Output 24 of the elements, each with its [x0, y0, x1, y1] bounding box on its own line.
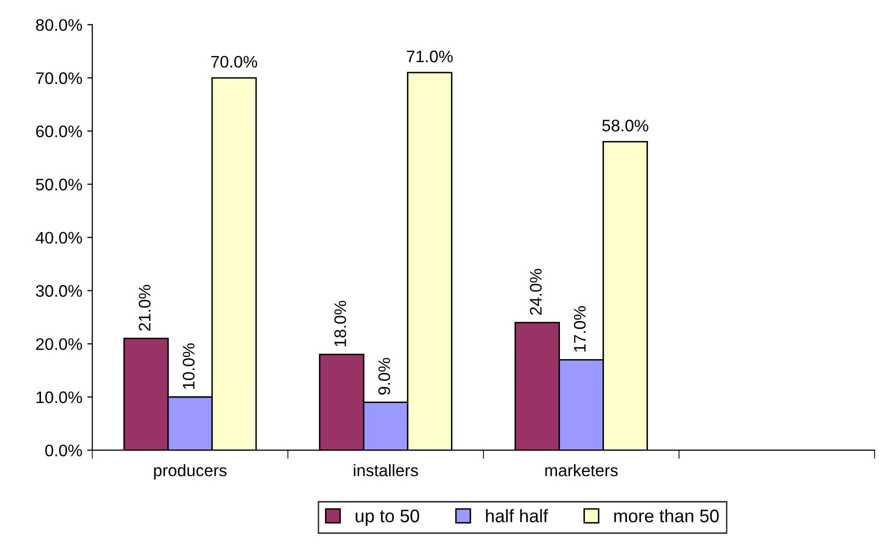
- y-tick-label: 20.0%: [36, 338, 82, 350]
- data-label: 9.0%: [378, 358, 390, 395]
- x-tick-label: marketers: [545, 464, 618, 476]
- data-label: 24.0%: [530, 268, 542, 315]
- data-label: 70.0%: [211, 56, 258, 68]
- data-label: 18.0%: [334, 300, 346, 346]
- y-tick-label: 60.0%: [36, 125, 82, 138]
- data-label: 71.0%: [406, 50, 453, 62]
- y-tick-label: 50.0%: [36, 178, 82, 190]
- data-label: 21.0%: [138, 284, 151, 331]
- y-tick-label: 10.0%: [36, 391, 82, 404]
- legend-label: up to 50: [356, 510, 420, 526]
- y-tick-label: 40.0%: [36, 232, 82, 244]
- y-tick-label: 30.0%: [36, 285, 82, 297]
- data-label: 17.0%: [574, 306, 586, 352]
- data-label: 58.0%: [602, 120, 648, 132]
- y-tick-label: 0.0%: [45, 444, 82, 456]
- x-tick-label: installers: [354, 464, 418, 476]
- x-tick-label: producers: [154, 464, 227, 480]
- data-label: 10.0%: [182, 343, 195, 389]
- y-tick-label: 70.0%: [36, 72, 82, 84]
- legend-label: half half: [486, 509, 548, 522]
- legend-label: more than 50: [614, 509, 719, 522]
- y-tick-label: 80.0%: [36, 19, 82, 31]
